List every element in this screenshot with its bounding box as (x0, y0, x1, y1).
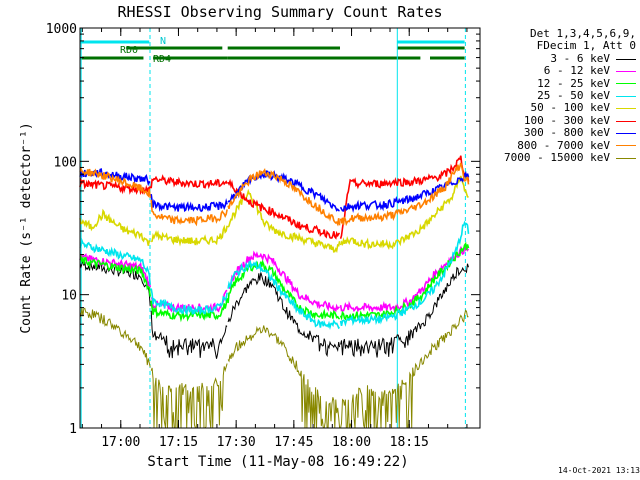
x-tick-label: 18:00 (332, 435, 371, 450)
y-tick-label: 10 (61, 289, 77, 304)
legend-label: 6 - 12 keV (543, 64, 610, 78)
legend-swatch (616, 70, 636, 72)
legend-label: 7000 - 15000 keV (504, 151, 610, 165)
legend-label: 12 - 25 keV (537, 76, 610, 90)
data-gap-markers (80, 28, 466, 428)
legend-entry: 12 - 25 keV (478, 76, 636, 90)
x-axis-label: Start Time (11-May-08 16:49:22) (147, 454, 408, 470)
x-tick-label: 17:15 (159, 435, 198, 450)
chart-title: RHESSI Observing Summary Count Rates (117, 3, 442, 21)
legend-swatch (616, 132, 636, 134)
plot-frame (79, 27, 481, 429)
series-line-9 (79, 307, 469, 429)
y-tick-label: 100 (54, 155, 77, 170)
series-line-5 (79, 175, 469, 254)
legend-swatch (616, 83, 636, 85)
flag-bars (80, 40, 465, 60)
chart-legend: Det 1,3,4,5,6,9, FDecim 1, Att 0 3 - 6 k… (478, 27, 636, 165)
legend-entry: 100 - 300 keV (478, 113, 636, 127)
y-tick-label: 1000 (46, 22, 77, 37)
legend-swatch (616, 145, 636, 147)
legend-label: 50 - 100 keV (530, 101, 610, 115)
rd4-flag-label: RD4 (153, 54, 171, 65)
legend-entry: 300 - 800 keV (478, 126, 636, 140)
legend-label: 25 - 50 keV (537, 89, 610, 103)
series-line-7 (79, 168, 470, 214)
legend-swatch (616, 120, 636, 122)
x-tick-label: 17:00 (101, 435, 140, 450)
y-axis-label: Count Rate (s⁻¹ detector⁻¹) (19, 122, 34, 333)
legend-label: 3 - 6 keV (550, 51, 610, 65)
series-line-3 (79, 241, 470, 323)
plot-timestamp: 14-Oct-2021 13:13 (558, 466, 640, 475)
x-tick-label: 18:15 (390, 435, 429, 450)
series-line-8 (79, 162, 470, 227)
series-line-6 (79, 155, 470, 240)
legend-entry: 25 - 50 keV (478, 89, 636, 103)
legend-entry: 7000 - 15000 keV (478, 151, 636, 165)
y-axis-ticks: 1 10 100 1000 (46, 22, 480, 437)
y-tick-label: 1 (69, 422, 77, 437)
night-flag-label: N (160, 36, 166, 47)
legend-entry: 6 - 12 keV (478, 64, 636, 78)
legend-swatch (616, 58, 636, 60)
legend-entry: 800 - 7000 keV (478, 138, 636, 152)
legend-label: 100 - 300 keV (523, 113, 610, 127)
legend-swatch (616, 108, 636, 110)
legend-header-line-2: FDecim 1, Att 0 (536, 39, 636, 53)
legend-entry: 3 - 6 keV (478, 51, 636, 65)
legend-label: 300 - 800 keV (523, 126, 610, 140)
x-axis-ticks: 17:00 17:15 17:30 17:45 18:00 18:15 (81, 28, 468, 450)
series-line-4 (79, 220, 470, 331)
x-tick-label: 17:45 (274, 435, 313, 450)
legend-header-line-1: Det 1,3,4,5,6,9, (530, 27, 636, 40)
x-tick-label: 17:30 (217, 435, 256, 450)
rd0-flag-label: RD0 (120, 45, 138, 56)
legend-label: 800 - 7000 keV (517, 138, 610, 152)
series-lines (79, 155, 470, 429)
legend-swatch (616, 157, 636, 159)
legend-entry: 50 - 100 keV (478, 102, 636, 114)
legend-swatch (616, 95, 636, 97)
